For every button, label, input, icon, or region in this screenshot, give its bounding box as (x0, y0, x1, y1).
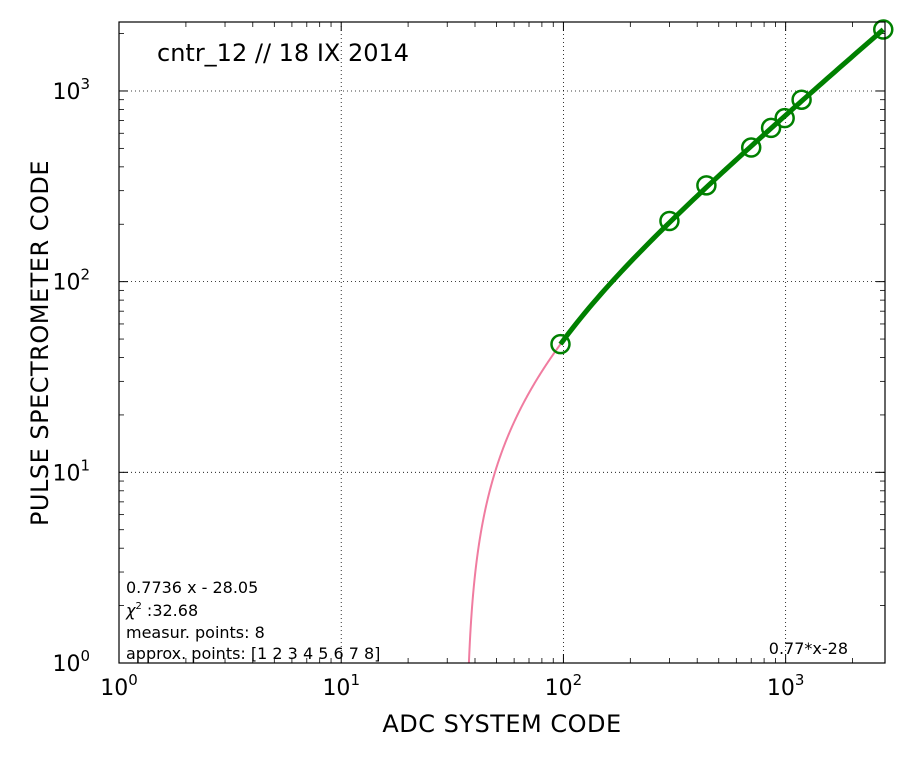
x-tick-label: 102 (545, 671, 583, 701)
tick-exponent: 2 (80, 266, 90, 284)
x-axis-label: ADC SYSTEM CODE (382, 710, 621, 738)
chi-symbol: χ (125, 601, 136, 620)
tick-base: 10 (100, 676, 128, 701)
x-tick-label: 101 (322, 671, 360, 701)
y-tick-label: 101 (52, 456, 90, 486)
x-tick-label: 100 (100, 671, 138, 701)
tick-base: 10 (52, 80, 80, 105)
data-points-group (550, 19, 894, 355)
plot-frame (118, 21, 886, 664)
x-tick-label: 103 (767, 671, 805, 701)
tick-base: 10 (52, 271, 80, 296)
fit-equation-annotation: 0.7736 x - 28.05 (126, 578, 258, 597)
data-point (740, 137, 762, 158)
tick-base: 10 (322, 676, 350, 701)
tick-base: 10 (545, 676, 573, 701)
tick-exponent: 0 (128, 671, 138, 689)
tick-exponent: 0 (80, 647, 90, 665)
chart-title: cntr_12 // 18 IX 2014 (157, 39, 409, 67)
data-point (760, 117, 782, 139)
green-fit-line (558, 27, 885, 346)
chi-squared-annotation: χ2 :32.68 (125, 601, 198, 620)
measur-points-annotation: measur. points: 8 (126, 623, 265, 642)
x-tick-labels: 100 101 102 103 (100, 671, 804, 701)
y-tick-label: 100 (52, 647, 90, 677)
data-point (873, 19, 894, 40)
plot-area (119, 22, 885, 663)
y-axis-label: PULSE SPECTROMETER CODE (26, 160, 54, 526)
y-tick-label: 103 (52, 75, 90, 105)
tick-exponent: 3 (80, 75, 90, 93)
data-point (659, 210, 680, 232)
data-point (696, 175, 717, 196)
tick-exponent: 2 (573, 671, 583, 689)
data-point (791, 89, 812, 110)
chi-superscript: 2 (135, 601, 141, 612)
fit-label-annotation: 0.77*x-28 (769, 639, 848, 658)
data-point (550, 333, 571, 355)
green-fit-line-group (558, 27, 885, 346)
tick-base: 10 (52, 461, 80, 486)
tick-exponent: 3 (795, 671, 805, 689)
minor-ticks (119, 22, 885, 663)
y-tick-label: 102 (52, 266, 90, 296)
tick-base: 10 (767, 676, 795, 701)
tick-base: 10 (52, 652, 80, 677)
approx-points-annotation: approx. points: [1 2 3 4 5 6 7 8] (126, 644, 380, 663)
tick-exponent: 1 (80, 456, 90, 474)
tick-exponent: 1 (350, 671, 360, 689)
chi-value: :32.68 (142, 601, 198, 620)
data-point (774, 107, 795, 129)
